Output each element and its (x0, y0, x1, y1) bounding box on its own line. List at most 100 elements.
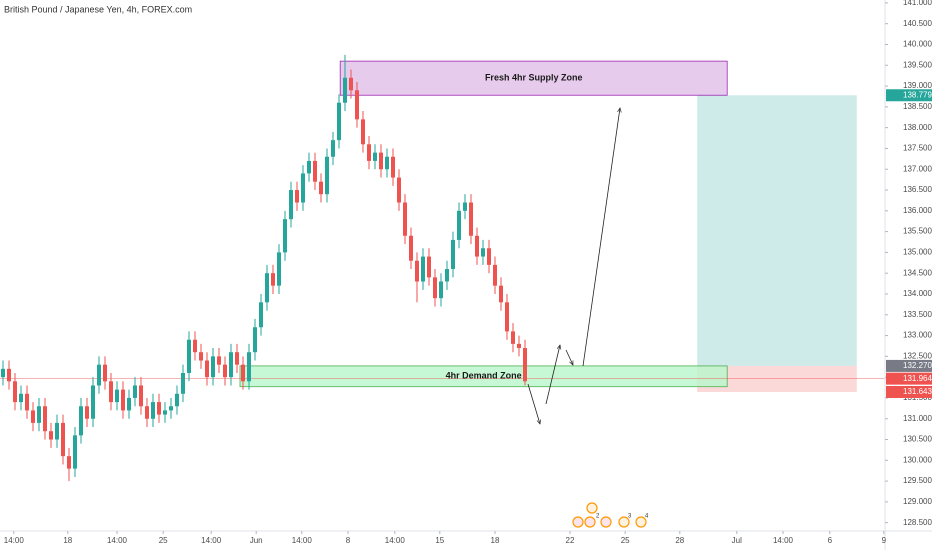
event-icon[interactable] (618, 516, 630, 528)
candle-body (265, 273, 269, 303)
y-tick-label: 130.500 (903, 435, 932, 444)
x-tick-label: 8 (346, 536, 351, 545)
candle-body (61, 422, 65, 457)
candle-body (241, 364, 245, 382)
candle-body (493, 264, 497, 286)
y-tick-label: 134.000 (903, 289, 932, 298)
candle-body (343, 77, 347, 103)
candle-body (379, 152, 383, 170)
candle-body (25, 393, 29, 411)
candle-body (205, 360, 209, 378)
y-tick-label: 134.500 (903, 268, 932, 277)
candle-body (121, 389, 125, 411)
y-tick-label: 138.000 (903, 123, 932, 132)
price-label-bg (886, 385, 932, 398)
x-tick-label: 6 (828, 536, 833, 545)
candle-body (475, 235, 479, 257)
candle-body (313, 160, 317, 182)
candle-body (361, 119, 365, 145)
candle-body (85, 406, 89, 419)
event-icon[interactable] (586, 502, 598, 514)
event-icon[interactable] (572, 516, 584, 528)
candle-body (115, 389, 119, 403)
candle-body (445, 269, 449, 282)
candle-body (253, 327, 257, 353)
candle-body (385, 156, 389, 170)
x-tick-label: 18 (491, 536, 500, 545)
y-tick-label: 129.500 (903, 476, 932, 485)
y-tick-label: 129.000 (903, 497, 932, 506)
candle-body (247, 352, 251, 382)
candle-body (169, 406, 173, 411)
price-label: 131.964 (903, 374, 932, 383)
candle-body (91, 385, 95, 419)
y-tick-label: 128.500 (903, 518, 932, 527)
candle-body (295, 190, 299, 203)
candle-body (67, 456, 71, 469)
candle-body (355, 90, 359, 120)
candle-body (331, 140, 335, 157)
candle-body (289, 190, 293, 220)
price-label: 132.270 (903, 361, 932, 370)
candle-body (259, 302, 263, 328)
candle-body (187, 339, 191, 373)
candle-body (97, 364, 101, 386)
candle-body (523, 348, 527, 382)
y-tick-label: 130.000 (903, 455, 932, 464)
y-tick-label: 137.000 (903, 164, 932, 173)
arrow (527, 383, 540, 424)
y-tick-label: 136.000 (903, 206, 932, 215)
x-tick-label: 14:00 (385, 536, 406, 545)
candle-body (283, 219, 287, 253)
x-tick-label: 22 (566, 536, 575, 545)
candle-body (481, 248, 485, 257)
arrow (565, 349, 574, 365)
candle-body (49, 431, 53, 440)
arrow (582, 108, 620, 367)
candle-body (127, 397, 131, 411)
y-tick-label: 136.500 (903, 185, 932, 194)
y-tick-label: 131.000 (903, 414, 932, 423)
candle-body (457, 210, 461, 240)
x-tick-label: 18 (63, 536, 72, 545)
y-tick-label: 141.000 (903, 0, 932, 7)
candle-body (7, 368, 11, 382)
x-tick-label: Jul (732, 536, 742, 545)
candle-body (223, 364, 227, 378)
candle-body (337, 102, 341, 141)
candle-body (199, 352, 203, 361)
candle-body (217, 356, 221, 365)
candle-body (277, 252, 281, 286)
candle-body (175, 393, 179, 407)
candle-body (469, 202, 473, 236)
event-icon[interactable] (584, 516, 596, 528)
y-tick-label: 133.000 (903, 331, 932, 340)
candle-body (391, 156, 395, 178)
candle-body (181, 372, 185, 394)
candle-body (235, 352, 239, 365)
candle-body (73, 435, 77, 469)
candle-body (19, 393, 23, 403)
event-icon[interactable] (600, 516, 612, 528)
y-tick-label: 139.000 (903, 81, 932, 90)
candle-body (511, 331, 515, 344)
projection-arrows (527, 108, 620, 424)
candle-body (439, 281, 443, 299)
candle-body (517, 343, 521, 349)
event-icon[interactable] (635, 516, 647, 528)
y-tick-label: 135.000 (903, 248, 932, 257)
candle-body (307, 160, 311, 174)
candle-body (139, 385, 143, 407)
position-target (697, 95, 857, 366)
candle-body (271, 273, 275, 286)
candle-body (463, 202, 467, 211)
candle-body (397, 177, 401, 203)
candle-body (325, 156, 329, 195)
candle-body (505, 302, 509, 332)
candle-body (367, 144, 371, 161)
candle-body (79, 406, 83, 436)
chart-title: British Pound / Japanese Yen, 4h, FOREX.… (4, 4, 192, 14)
candle-body (433, 277, 437, 299)
candle-body (193, 339, 197, 353)
candle-body (409, 235, 413, 261)
